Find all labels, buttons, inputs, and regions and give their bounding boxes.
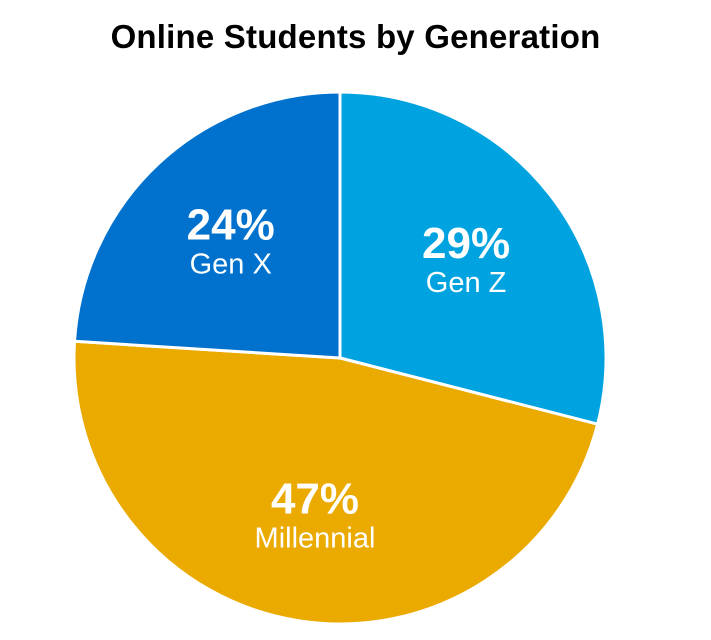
slice-value-label-gen-x: 24% bbox=[187, 201, 275, 250]
pie-slice-millennial bbox=[72, 339, 600, 626]
pie-labels: 29%Gen Z 47%Millennial 24%Gen X bbox=[187, 201, 510, 555]
chart-title: Online Students by Generation bbox=[110, 18, 601, 55]
slice-value-label-gen-z: 29% bbox=[422, 219, 510, 268]
pie-slice-gen-x bbox=[73, 90, 342, 360]
slice-value-label-millennial: 47% bbox=[271, 475, 359, 524]
slice-category-label-gen-z: Gen Z bbox=[426, 267, 507, 299]
pie-slices bbox=[72, 90, 608, 626]
slice-category-label-gen-x: Gen X bbox=[190, 249, 272, 281]
slice-category-label-millennial: Millennial bbox=[255, 523, 376, 555]
pie-slice-gen-z bbox=[338, 90, 608, 426]
